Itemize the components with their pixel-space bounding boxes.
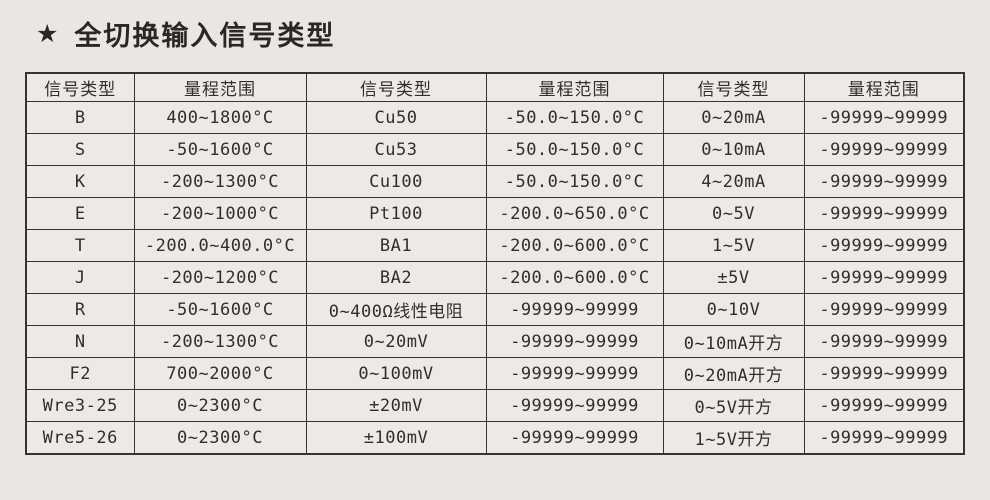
header-signal-type-1: 信号类型 <box>25 72 135 102</box>
range-cell: -99999~99999 <box>803 101 965 134</box>
range-cell: 0~2300°C <box>133 389 307 422</box>
signal-type-cell: ±20mV <box>305 389 487 422</box>
range-cell: -50~1600°C <box>133 293 307 326</box>
signal-type-cell: 4~20mA <box>662 165 805 198</box>
range-cell: -50.0~150.0°C <box>485 133 664 166</box>
signal-type-cell: T <box>25 229 135 262</box>
range-cell: -200.0~400.0°C <box>133 229 307 262</box>
signal-type-cell: Cu100 <box>305 165 487 198</box>
signal-type-cell: 0~20mA <box>662 101 805 134</box>
signal-type-cell: 1~5V <box>662 229 805 262</box>
range-cell: -99999~99999 <box>803 229 965 262</box>
header-range-2: 量程范围 <box>485 72 664 102</box>
signal-type-cell: 0~400Ω线性电阻 <box>305 293 487 326</box>
signal-type-cell: F2 <box>25 357 135 390</box>
table-header-row: 信号类型 量程范围 信号类型 量程范围 信号类型 量程范围 <box>25 72 965 102</box>
range-cell: -99999~99999 <box>485 357 664 390</box>
page-title-text: 全切换输入信号类型 <box>74 21 336 52</box>
signal-type-cell: BA2 <box>305 261 487 294</box>
range-cell: -200.0~600.0°C <box>485 261 664 294</box>
signal-type-cell: Cu53 <box>305 133 487 166</box>
range-cell: -200~1200°C <box>133 261 307 294</box>
table-row: T -200.0~400.0°C BA1 -200.0~600.0°C 1~5V… <box>25 229 965 262</box>
signal-type-cell: 0~5V开方 <box>662 389 805 422</box>
range-cell: -99999~99999 <box>803 389 965 422</box>
signal-type-cell: BA1 <box>305 229 487 262</box>
range-cell: -99999~99999 <box>803 165 965 198</box>
range-cell: 700~2000°C <box>133 357 307 390</box>
table-row: F2 700~2000°C 0~100mV -99999~99999 0~20m… <box>25 357 965 390</box>
range-cell: -99999~99999 <box>485 389 664 422</box>
signal-type-cell: 0~20mA开方 <box>662 357 805 390</box>
range-cell: -99999~99999 <box>803 357 965 390</box>
range-cell: -99999~99999 <box>803 293 965 326</box>
range-cell: -99999~99999 <box>803 421 965 455</box>
signal-type-cell: B <box>25 101 135 134</box>
signal-type-cell: ±100mV <box>305 421 487 455</box>
signal-type-cell: Wre3-25 <box>25 389 135 422</box>
signal-type-cell: S <box>25 133 135 166</box>
range-cell: -200.0~650.0°C <box>485 197 664 230</box>
header-signal-type-2: 信号类型 <box>305 72 487 102</box>
signal-type-cell: 0~10V <box>662 293 805 326</box>
range-cell: 0~2300°C <box>133 421 307 455</box>
range-cell: -200~1000°C <box>133 197 307 230</box>
table-row: N -200~1300°C 0~20mV -99999~99999 0~10mA… <box>25 325 965 358</box>
range-cell: -99999~99999 <box>803 133 965 166</box>
table-row: Wre5-26 0~2300°C ±100mV -99999~99999 1~5… <box>25 421 965 455</box>
signal-table: 信号类型 量程范围 信号类型 量程范围 信号类型 量程范围 B 400~1800… <box>25 72 965 455</box>
signal-type-cell: 0~20mV <box>305 325 487 358</box>
header-range-1: 量程范围 <box>133 72 307 102</box>
signal-type-cell: J <box>25 261 135 294</box>
star-icon: ★ <box>36 19 61 48</box>
signal-type-cell: Wre5-26 <box>25 421 135 455</box>
table-row: K -200~1300°C Cu100 -50.0~150.0°C 4~20mA… <box>25 165 965 198</box>
signal-type-cell: 0~5V <box>662 197 805 230</box>
table-row: S -50~1600°C Cu53 -50.0~150.0°C 0~10mA -… <box>25 133 965 166</box>
range-cell: -200~1300°C <box>133 325 307 358</box>
signal-type-cell: R <box>25 293 135 326</box>
table-row: J -200~1200°C BA2 -200.0~600.0°C ±5V -99… <box>25 261 965 294</box>
range-cell: -99999~99999 <box>803 197 965 230</box>
range-cell: -99999~99999 <box>485 325 664 358</box>
signal-type-cell: 0~100mV <box>305 357 487 390</box>
range-cell: 400~1800°C <box>133 101 307 134</box>
signal-type-cell: 1~5V开方 <box>662 421 805 455</box>
header-signal-type-3: 信号类型 <box>662 72 805 102</box>
range-cell: -99999~99999 <box>803 261 965 294</box>
range-cell: -99999~99999 <box>485 293 664 326</box>
table-row: R -50~1600°C 0~400Ω线性电阻 -99999~99999 0~1… <box>25 293 965 326</box>
range-cell: -99999~99999 <box>803 325 965 358</box>
header-range-3: 量程范围 <box>803 72 965 102</box>
signal-type-cell: 0~10mA开方 <box>662 325 805 358</box>
signal-type-cell: Pt100 <box>305 197 487 230</box>
table-row: Wre3-25 0~2300°C ±20mV -99999~99999 0~5V… <box>25 389 965 422</box>
range-cell: -50.0~150.0°C <box>485 165 664 198</box>
range-cell: -50~1600°C <box>133 133 307 166</box>
range-cell: -99999~99999 <box>485 421 664 455</box>
signal-type-cell: K <box>25 165 135 198</box>
signal-type-cell: N <box>25 325 135 358</box>
page-title: ★ 全切换输入信号类型 <box>36 14 335 53</box>
table-row: E -200~1000°C Pt100 -200.0~650.0°C 0~5V … <box>25 197 965 230</box>
signal-type-cell: 0~10mA <box>662 133 805 166</box>
table-row: B 400~1800°C Cu50 -50.0~150.0°C 0~20mA -… <box>25 101 965 134</box>
signal-type-cell: ±5V <box>662 261 805 294</box>
range-cell: -200.0~600.0°C <box>485 229 664 262</box>
signal-type-cell: E <box>25 197 135 230</box>
range-cell: -50.0~150.0°C <box>485 101 664 134</box>
signal-type-cell: Cu50 <box>305 101 487 134</box>
range-cell: -200~1300°C <box>133 165 307 198</box>
